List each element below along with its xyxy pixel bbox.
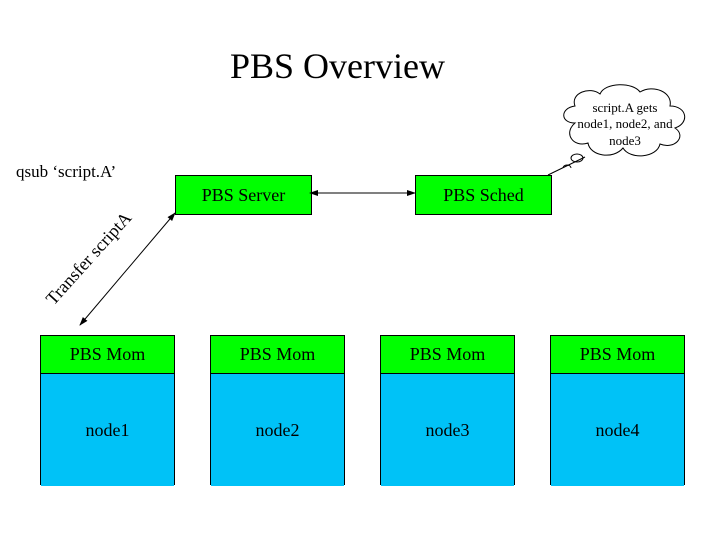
pbs-mom-label: PBS Mom [41, 336, 174, 374]
pbs-mom-label: PBS Mom [381, 336, 514, 374]
qsub-label: qsub ‘script.A’ [16, 162, 116, 182]
node-label: node2 [211, 374, 344, 486]
pbs-server-label: PBS Server [202, 185, 286, 206]
node-block-3: PBS Mom node3 [380, 335, 515, 485]
pbs-sched-box: PBS Sched [415, 175, 552, 215]
node-block-1: PBS Mom node1 [40, 335, 175, 485]
pbs-server-box: PBS Server [175, 175, 312, 215]
node-label: node3 [381, 374, 514, 486]
node-block-4: PBS Mom node4 [550, 335, 685, 485]
node-label: node4 [551, 374, 684, 486]
node-label: node1 [41, 374, 174, 486]
pbs-mom-label: PBS Mom [211, 336, 344, 374]
cloud-text: script.A gets node1, node2, and node3 [575, 100, 675, 149]
cloud-bubble: script.A gets node1, node2, and node3 [555, 78, 695, 158]
node-block-2: PBS Mom node2 [210, 335, 345, 485]
page-title: PBS Overview [230, 45, 445, 87]
transfer-label: Transfer scriptA [42, 208, 136, 310]
pbs-mom-label: PBS Mom [551, 336, 684, 374]
pbs-sched-label: PBS Sched [443, 185, 524, 206]
